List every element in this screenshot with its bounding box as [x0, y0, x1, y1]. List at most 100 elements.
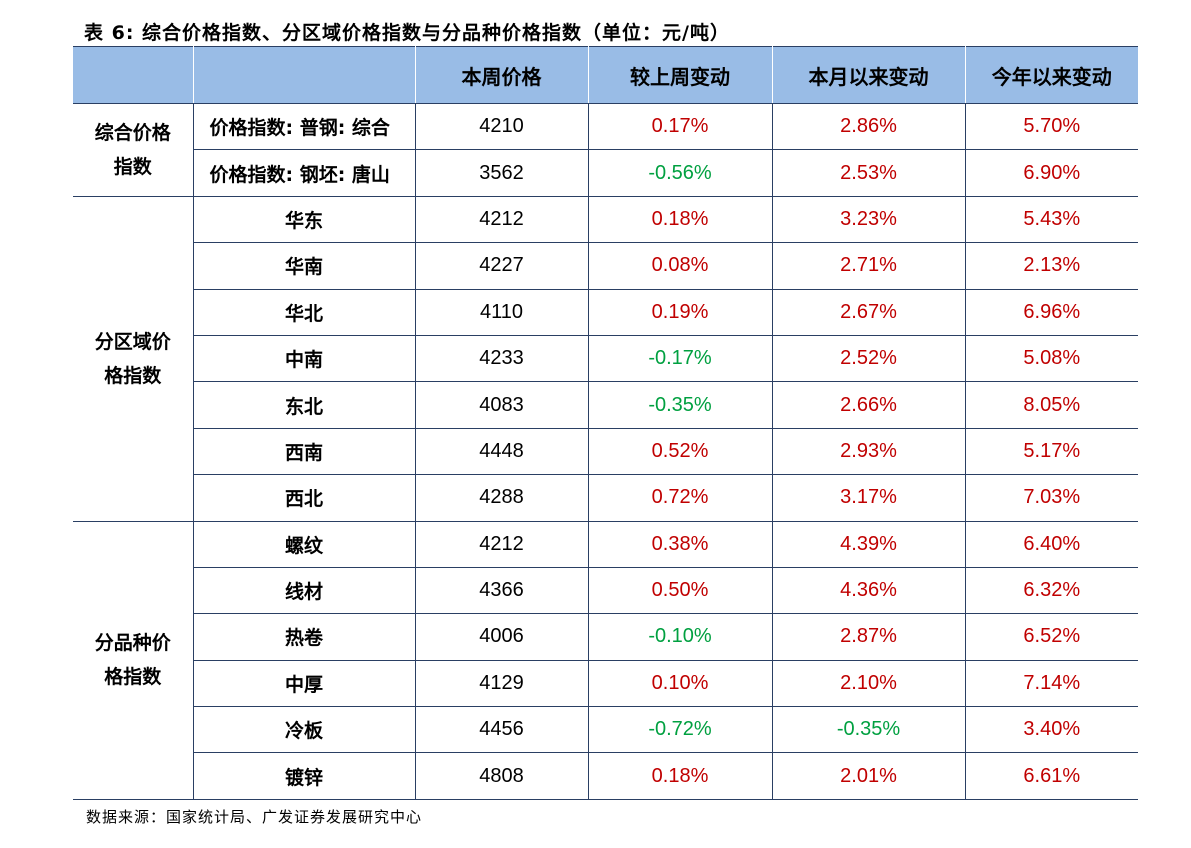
item-name: 冷板	[192, 706, 415, 754]
weekly-price: 4006	[414, 613, 588, 661]
table-row: 西南 4448 0.52% 2.93% 5.17%	[73, 428, 1138, 476]
week-change: 0.72%	[587, 474, 772, 522]
group-label-line: 格指数	[104, 666, 162, 689]
table-row: 分品种价 格指数 螺纹 4212 0.38% 4.39% 6.40%	[73, 521, 1138, 800]
year-change: 6.96%	[964, 289, 1138, 336]
item-name: 西北	[192, 474, 415, 522]
table-row: 镀锌 4808 0.18% 2.01% 6.61%	[73, 752, 1138, 800]
week-change: -0.72%	[587, 706, 772, 754]
week-change: 0.50%	[587, 567, 772, 615]
table-row: 价格指数: 钢坯: 唐山 3562 -0.56% 2.53% 6.90%	[73, 149, 1138, 197]
year-change: 5.43%	[964, 196, 1138, 244]
month-change: 2.87%	[771, 613, 965, 661]
group-label: 综合价格 指数	[73, 103, 193, 197]
week-change: 0.08%	[587, 242, 772, 290]
week-change: -0.35%	[587, 381, 772, 429]
weekly-price: 4210	[414, 103, 588, 151]
year-change: 6.32%	[964, 567, 1138, 615]
item-name: 华东	[192, 196, 415, 244]
header-group	[73, 46, 194, 104]
table-row: 热卷 4006 -0.10% 2.87% 6.52%	[73, 613, 1138, 661]
table-row: 华北 4110 0.19% 2.67% 6.96%	[73, 289, 1138, 336]
item-name: 镀锌	[192, 752, 415, 800]
group-label-line: 综合价格	[94, 121, 171, 144]
table-row: 冷板 4456 -0.72% -0.35% 3.40%	[73, 706, 1138, 754]
table-row: 线材 4366 0.50% 4.36% 6.32%	[73, 567, 1138, 615]
price-index-table-container: 本周价格 较上周变动 本月以来变动 今年以来变动 综合价格 指数 价格指数: 普钢:…	[73, 46, 1138, 800]
weekly-price: 3562	[414, 149, 588, 197]
year-change: 6.90%	[964, 149, 1138, 197]
item-name: 螺纹	[192, 521, 415, 568]
year-change: 5.70%	[964, 103, 1138, 151]
group-label-line: 格指数	[104, 364, 162, 387]
price-index-table: 本周价格 较上周变动 本月以来变动 今年以来变动 综合价格 指数 价格指数: 普钢:…	[73, 46, 1138, 800]
year-change: 5.08%	[964, 335, 1138, 383]
week-change: 0.10%	[587, 660, 772, 708]
weekly-price: 4212	[414, 521, 588, 568]
item-name: 东北	[192, 381, 415, 429]
month-change: 4.39%	[771, 521, 965, 568]
header-weekly-price: 本周价格	[414, 46, 589, 104]
month-change: -0.35%	[771, 706, 965, 754]
year-change: 5.17%	[964, 428, 1138, 476]
weekly-price: 4456	[414, 706, 588, 754]
item-name: 华北	[192, 289, 415, 336]
year-change: 3.40%	[964, 706, 1138, 754]
table-row: 中南 4233 -0.17% 2.52% 5.08%	[73, 335, 1138, 383]
group-label: 分区域价 格指数	[73, 196, 193, 522]
table-row: 华南 4227 0.08% 2.71% 2.13%	[73, 242, 1138, 290]
table-row: 中厚 4129 0.10% 2.10% 7.14%	[73, 660, 1138, 708]
header-week-change: 较上周变动	[587, 46, 773, 104]
item-name: 华南	[192, 242, 415, 290]
item-name: 价格指数: 钢坯: 唐山	[192, 149, 415, 197]
month-change: 2.10%	[771, 660, 965, 708]
week-change: 0.19%	[587, 289, 772, 336]
weekly-price: 4233	[414, 335, 588, 383]
weekly-price: 4808	[414, 752, 588, 800]
week-change: -0.10%	[587, 613, 772, 661]
week-change: 0.38%	[587, 521, 772, 568]
month-change: 4.36%	[771, 567, 965, 615]
month-change: 2.86%	[771, 103, 965, 151]
year-change: 6.40%	[964, 521, 1138, 568]
weekly-price: 4227	[414, 242, 588, 290]
table-row: 西北 4288 0.72% 3.17% 7.03%	[73, 474, 1138, 522]
item-name: 线材	[192, 567, 415, 615]
month-change: 2.53%	[771, 149, 965, 197]
year-change: 2.13%	[964, 242, 1138, 290]
data-source-note: 数据来源：国家统计局、广发证券发展研究中心	[86, 808, 423, 826]
year-change: 7.14%	[964, 660, 1138, 708]
item-name: 中厚	[192, 660, 415, 708]
year-change: 6.52%	[964, 613, 1138, 661]
group-label: 分品种价 格指数	[73, 521, 193, 800]
week-change: 0.18%	[587, 752, 772, 800]
item-name: 价格指数: 普钢: 综合	[192, 103, 415, 151]
week-change: 0.17%	[587, 103, 772, 151]
header-month-change: 本月以来变动	[771, 46, 966, 104]
item-name: 西南	[192, 428, 415, 476]
header-item	[192, 46, 416, 104]
weekly-price: 4110	[414, 289, 588, 336]
week-change: 0.18%	[587, 196, 772, 244]
item-name: 热卷	[192, 613, 415, 661]
month-change: 2.01%	[771, 752, 965, 800]
table-row: 综合价格 指数 价格指数: 普钢: 综合 4210 0.17% 2.86% 5.70%	[73, 103, 1138, 197]
year-change: 7.03%	[964, 474, 1138, 522]
group-label-line: 分区域价	[94, 330, 171, 353]
table-title: 表 6: 综合价格指数、分区域价格指数与分品种价格指数（单位：元/吨）	[84, 22, 730, 44]
weekly-price: 4366	[414, 567, 588, 615]
weekly-price: 4129	[414, 660, 588, 708]
month-change: 3.17%	[771, 474, 965, 522]
week-change: 0.52%	[587, 428, 772, 476]
table-body: 综合价格 指数 价格指数: 普钢: 综合 4210 0.17% 2.86% 5.70% 价格指…	[73, 103, 1138, 800]
year-change: 6.61%	[964, 752, 1138, 800]
weekly-price: 4212	[414, 196, 588, 244]
weekly-price: 4083	[414, 381, 588, 429]
month-change: 2.52%	[771, 335, 965, 383]
month-change: 2.66%	[771, 381, 965, 429]
weekly-price: 4448	[414, 428, 588, 476]
week-change: -0.56%	[587, 149, 772, 197]
table-row: 东北 4083 -0.35% 2.66% 8.05%	[73, 381, 1138, 429]
table-row: 分区域价 格指数 华东 4212 0.18% 3.23% 5.43%	[73, 196, 1138, 522]
group-label-line: 指数	[113, 155, 152, 178]
